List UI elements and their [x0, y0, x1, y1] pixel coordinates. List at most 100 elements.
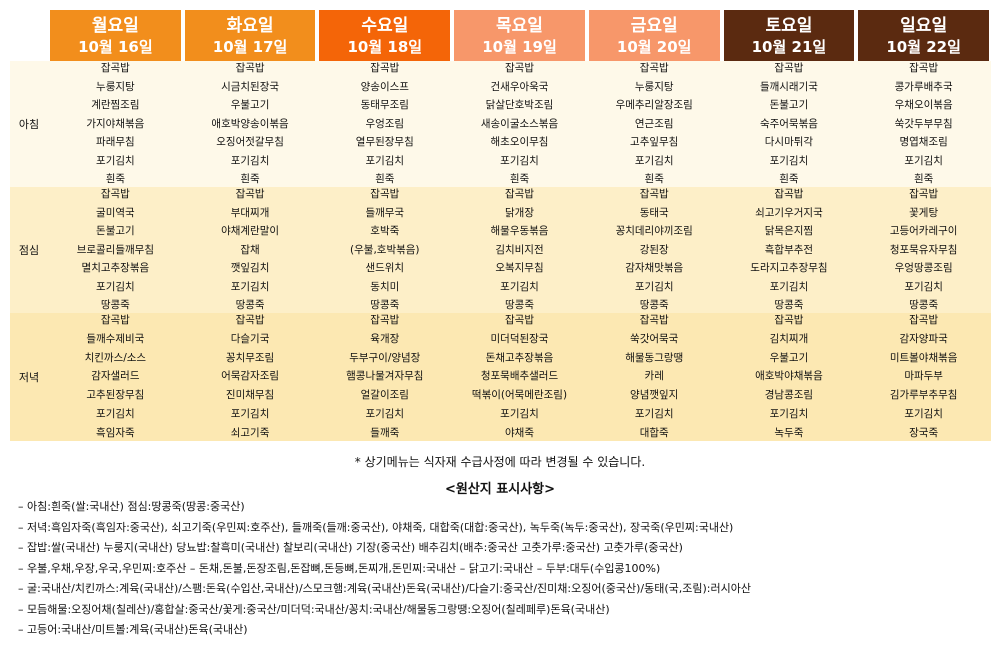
- menu-cell: 잡곡밥 동태국 꽁치데리야끼조림 강된장 감자채맛볶음 포기김치 땅콩죽: [588, 187, 720, 313]
- menu-item: 해물우동볶음: [490, 225, 549, 237]
- menu-item: 잡곡밥: [505, 314, 534, 326]
- menu-item: 포기김치: [769, 408, 809, 421]
- origin-line: – 모듬해물:오징어채(칠레산)/홍합살:중국산/꽃게:중국산/미더덕:국내산/…: [18, 602, 610, 616]
- menu-item: 들깨수제비국: [86, 332, 145, 345]
- menu-item: 우엉땅콩조림: [894, 262, 953, 274]
- menu-cell: 잡곡밥 김치찌개 우불고기 애호박야채볶음 경남콩조림 포기김치 녹두죽: [723, 313, 855, 441]
- day-name: 금요일: [630, 15, 678, 36]
- menu-item: 떡볶이(어묵메란조림): [471, 389, 568, 402]
- day-header: 월요일 10월 16일: [50, 10, 181, 61]
- menu-item: 잡곡밥: [235, 62, 265, 74]
- menu-item: 건새우아욱국: [490, 80, 549, 93]
- menu-item: 숙주어묵볶음: [759, 117, 818, 130]
- menu-item: 흰죽: [644, 173, 664, 185]
- meal-label: 점심: [10, 187, 48, 313]
- menu-item: 깻잎김치: [230, 262, 270, 274]
- menu-item: 김치찌개: [769, 332, 809, 345]
- day-header-row: 월요일 10월 16일 화요일 10월 17일 수요일 10월 18일 목요일 10월 19일…: [10, 10, 991, 61]
- menu-item: 야채죽: [505, 426, 534, 439]
- menu-item: 호박죽: [370, 225, 400, 237]
- menu-cell: 잡곡밥 시금치된장국 우불고기 애호박양송이볶음 오징어젓갈무침 포기김치 흰죽: [184, 61, 316, 187]
- menu-item: 잡곡밥: [505, 62, 534, 74]
- menu-item: 잡곡밥: [235, 314, 265, 326]
- menu-item: 브로콜리들깨무침: [76, 243, 154, 256]
- day-name: 목요일: [496, 15, 543, 36]
- menu-item: 꽁치무조림: [225, 351, 275, 364]
- menu-item: 흰죽: [375, 173, 395, 185]
- menu-cell: 잡곡밥 쑥갓어묵국 해물동그랑땡 카레 양념깻잎지 포기김치 대합죽: [588, 313, 720, 441]
- day-name: 일요일: [900, 15, 948, 36]
- meal-row: 점심 잡곡밥 굴미역국 돈불고기 브로콜리들깨무침 멸치고추장볶음 포기김치 땅콩죽 잡곡밥 부대…: [10, 187, 991, 313]
- menu-cell: 잡곡밥 육개장 두부구이/양념장 햄콩나물겨자무침 얼갈이조림 포기김치 들깨죽: [319, 313, 451, 441]
- origin-list: – 아침:흰죽(쌀:국내산) 점심:땅콩죽(땅콩:중국산) – 저녁:흑임자죽(흑…: [18, 497, 993, 641]
- menu-item: 우엉조림: [365, 117, 405, 130]
- menu-item: 포기김치: [769, 154, 809, 167]
- menu-item: 감자채맛볶음: [625, 262, 684, 274]
- menu-item: 땅콩죽: [370, 299, 400, 311]
- day-name: 월요일: [91, 15, 139, 36]
- menu-change-notice: * 상기메뉴는 식자재 수급사정에 따라 변경될 수 있습니다.: [354, 455, 646, 469]
- menu-item: 우불고기: [230, 99, 270, 111]
- day-header: 화요일 10월 17일: [184, 10, 316, 61]
- menu-item: 명엽채조림: [899, 136, 948, 148]
- day-header: 일요일 10월 22일: [858, 10, 989, 61]
- day-header: 목요일 10월 19일: [454, 10, 585, 61]
- menu-item: 포기김치: [96, 280, 135, 293]
- menu-cell: 잡곡밥 누룽지탕 우메추리알장조림 연근조림 고추잎무침 포기김치 흰죽: [588, 61, 720, 187]
- menu-cell: 잡곡밥 미더덕된장국 돈채고추장볶음 청포묵배추샐러드 떡볶이(어묵메란조림) 포기김치 야…: [454, 313, 585, 441]
- menu-item: 청포묵유자무침: [889, 243, 958, 256]
- menu-cell: 잡곡밥 꽃게탕 고등어카레구이 청포묵유자무침 우엉땅콩조림 포기김치 땅콩죽: [858, 187, 989, 313]
- day-header: 토요일 10월 21일: [723, 10, 855, 61]
- day-date: 10월 17일: [212, 37, 288, 56]
- day-date: 10월 21일: [751, 37, 827, 56]
- day-header: 금요일 10월 20일: [588, 10, 720, 61]
- origin-line: – 우불,우채,우장,우국,우민찌:호주산 – 돈채,돈불,돈장조림,돈잡뼈,돈…: [18, 561, 661, 575]
- menu-item: 진미채무침: [225, 389, 275, 402]
- origin-title: <원산지 표시사항>: [444, 482, 556, 497]
- menu-item: 땅콩죽: [909, 299, 939, 311]
- meal-label: 아침: [10, 61, 48, 187]
- menu-item: 포기김치: [230, 280, 270, 293]
- weekly-menu-table: 월요일 10월 16일 화요일 10월 17일 수요일 10월 18일 목요일 10월 19일…: [10, 10, 991, 441]
- menu-item: 고추된장무침: [86, 389, 145, 402]
- menu-item: 잡곡밥: [370, 314, 400, 326]
- menu-item: 꽃게탕: [909, 206, 939, 219]
- menu-item: 샌드위치: [365, 262, 405, 274]
- menu-item: 파래무침: [96, 136, 135, 148]
- menu-item: 잡곡밥: [774, 62, 804, 74]
- menu-item: (우불,호박볶음): [350, 243, 420, 256]
- menu-item: 들깨죽: [370, 426, 400, 439]
- day-date: 10월 20일: [616, 37, 692, 56]
- origin-line: – 아침:흰죽(쌀:국내산) 점심:땅콩죽(땅콩:중국산): [18, 500, 245, 513]
- menu-item: 김가루부추무침: [889, 389, 958, 402]
- origin-line: – 잡밥:쌀(국내산) 누룽지(국내산) 당뇨밥:찰흑미(국내산) 찰보리(국내…: [18, 541, 683, 554]
- menu-item: 잡곡밥: [370, 62, 400, 74]
- menu-item: 동태무조림: [360, 99, 409, 111]
- menu-item: 계란찜조림: [91, 99, 140, 111]
- menu-item: 포기김치: [230, 154, 270, 167]
- menu-item: 두부구이/양념장: [349, 351, 421, 364]
- menu-item: 누룽지탕: [96, 80, 135, 93]
- menu-item: 잡곡밥: [100, 62, 130, 74]
- menu-item: 돈채고추장볶음: [485, 351, 554, 364]
- menu-item: 열무된장무침: [355, 136, 414, 148]
- menu-item: 흰죽: [240, 173, 260, 185]
- menu-item: 햄콩나물겨자무침: [346, 370, 424, 383]
- menu-item: 잡곡밥: [505, 188, 534, 200]
- menu-cell: 잡곡밥 누룽지탕 계란찜조림 가지야채볶음 파래무침 포기김치 흰죽: [50, 61, 181, 187]
- menu-cell: 잡곡밥 닭개장 해물우동볶음 김치비지전 오복지무침 포기김치 땅콩죽: [454, 187, 585, 313]
- menu-item: 감자양파국: [899, 332, 948, 345]
- menu-item: 쑥갓두부무침: [894, 117, 953, 130]
- menu-item: 고추잎무침: [630, 136, 679, 148]
- meal-label: 저녁: [10, 313, 48, 441]
- menu-item: 포기김치: [96, 154, 135, 167]
- menu-item: 양송이스프: [360, 80, 409, 93]
- menu-item: 새송이굴소스볶음: [480, 117, 559, 130]
- menu-item: 잡곡밥: [909, 62, 939, 74]
- menu-cell: 잡곡밥 건새우아욱국 닭살단호박조림 새송이굴소스볶음 해초오이무침 포기김치 흰죽: [454, 61, 585, 187]
- menu-item: 잡곡밥: [100, 188, 130, 200]
- menu-item: 다시마튀각: [764, 136, 814, 148]
- menu-item: 치킨까스/소스: [84, 351, 147, 364]
- day-date: 10월 22일: [886, 37, 961, 56]
- menu-item: 야채계란말이: [221, 225, 280, 237]
